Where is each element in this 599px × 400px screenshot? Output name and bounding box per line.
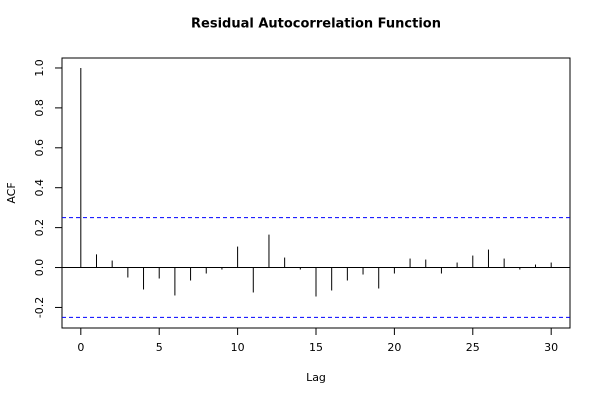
x-tick-label: 15	[309, 341, 323, 354]
y-tick-label: 0.6	[33, 139, 46, 157]
y-tick-label: 0.0	[33, 259, 46, 277]
y-tick-label: 1.0	[33, 59, 46, 77]
x-tick-label: 20	[387, 341, 401, 354]
x-tick-label: 30	[544, 341, 558, 354]
x-tick-label: 10	[231, 341, 245, 354]
y-tick-label: 0.8	[33, 99, 46, 117]
x-tick-label: 5	[156, 341, 163, 354]
y-tick-label: 0.2	[33, 219, 46, 237]
y-tick-label: 0.4	[33, 179, 46, 197]
y-tick-label: -0.2	[33, 297, 46, 318]
x-tick-label: 25	[466, 341, 480, 354]
x-axis-label: Lag	[306, 371, 326, 384]
y-axis-label: ACF	[5, 182, 18, 203]
chart-title: Residual Autocorrelation Function	[191, 17, 441, 32]
x-tick-label: 0	[77, 341, 84, 354]
